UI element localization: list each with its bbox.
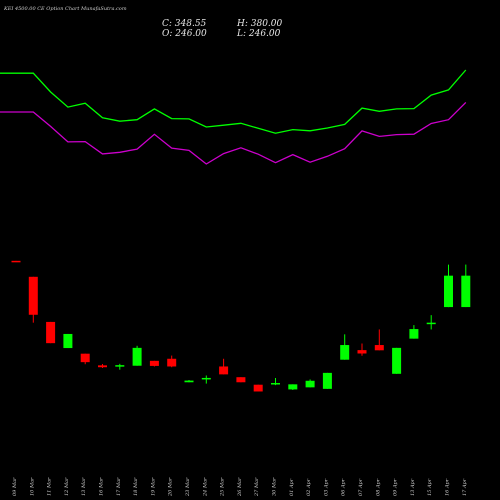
x-tick-label: 24 Mar bbox=[202, 477, 208, 497]
x-tick-label: 19 Mar bbox=[150, 477, 156, 496]
candle-body bbox=[392, 347, 402, 374]
x-tick-label: 13 Mar bbox=[81, 477, 87, 496]
x-tick-label: 18 Mar bbox=[133, 477, 139, 496]
x-tick-label: 27 Mar bbox=[254, 477, 260, 497]
candle-body bbox=[11, 260, 21, 263]
candle-body bbox=[444, 275, 453, 308]
x-tick-label: 30 Mar bbox=[272, 477, 278, 496]
upper-band-line bbox=[0, 69, 467, 134]
x-tick-label: 02 Apr bbox=[306, 478, 312, 496]
candle-body bbox=[98, 365, 107, 368]
x-tick-label: 01 Apr bbox=[289, 478, 295, 496]
candle-body bbox=[132, 347, 142, 366]
candle-body bbox=[115, 365, 125, 367]
x-tick-label: 08 Apr bbox=[375, 478, 381, 496]
candle-body bbox=[288, 384, 298, 390]
low-value: L: 246.00 bbox=[237, 29, 281, 39]
candlestick-panel bbox=[11, 260, 471, 392]
x-tick-label: 12 Mar bbox=[64, 477, 70, 496]
candle-body bbox=[409, 329, 419, 339]
x-tick-label: 20 Mar bbox=[168, 477, 174, 497]
x-tick-label: 09 Mar bbox=[12, 477, 18, 496]
candle-body bbox=[426, 322, 436, 325]
candle-body bbox=[63, 333, 73, 349]
x-tick-label: 06 Apr bbox=[341, 478, 347, 496]
candle-body bbox=[271, 383, 280, 385]
candle-body bbox=[201, 377, 211, 380]
candle-body bbox=[149, 360, 159, 366]
close-value: C: 348.55 bbox=[162, 19, 207, 29]
x-tick-label: 15 Apr bbox=[427, 478, 433, 496]
x-tick-label: 17 Mar bbox=[116, 477, 122, 496]
x-axis: 09 Mar 10 Mar 11 Mar 12 Mar 13 Mar 16 Mar 17 M… bbox=[12, 477, 468, 497]
indicator-panel bbox=[0, 69, 467, 165]
lower-band-line bbox=[0, 101, 467, 165]
candle-body bbox=[357, 350, 367, 354]
candle-body bbox=[28, 276, 38, 315]
open-value: O: 246.00 bbox=[162, 29, 207, 39]
candle-body bbox=[340, 345, 350, 360]
x-tick-label: 26 Mar bbox=[237, 477, 243, 497]
chart-title: KEI 4500.00 CE Option Chart MunafaSutra.… bbox=[4, 6, 127, 12]
x-tick-label: 16 Mar bbox=[99, 477, 105, 496]
x-tick-label: 11 Mar bbox=[47, 477, 53, 496]
x-tick-label: 07 Apr bbox=[358, 478, 364, 496]
candle-body bbox=[167, 358, 177, 367]
candle-body bbox=[80, 353, 90, 363]
x-tick-label: 10 Mar bbox=[29, 477, 35, 496]
x-tick-label: 23 Mar bbox=[185, 477, 191, 497]
x-tick-label: 16 Apr bbox=[445, 478, 451, 496]
candle-body bbox=[236, 377, 246, 383]
high-value: H: 380.00 bbox=[237, 19, 283, 29]
candle-body bbox=[374, 345, 384, 351]
candle-body bbox=[46, 321, 56, 344]
x-tick-label: 13 Apr bbox=[410, 478, 416, 496]
x-tick-label: 03 Apr bbox=[323, 478, 329, 496]
candle-body bbox=[253, 384, 263, 392]
candle-body bbox=[184, 380, 194, 383]
candle-body bbox=[305, 380, 315, 388]
x-tick-label: 25 Mar bbox=[220, 477, 226, 497]
x-tick-label: 17 Apr bbox=[462, 478, 468, 496]
x-tick-label: 09 Apr bbox=[393, 478, 399, 496]
candle-body bbox=[219, 366, 229, 375]
candle-body bbox=[461, 275, 471, 308]
candle-body bbox=[322, 372, 332, 389]
